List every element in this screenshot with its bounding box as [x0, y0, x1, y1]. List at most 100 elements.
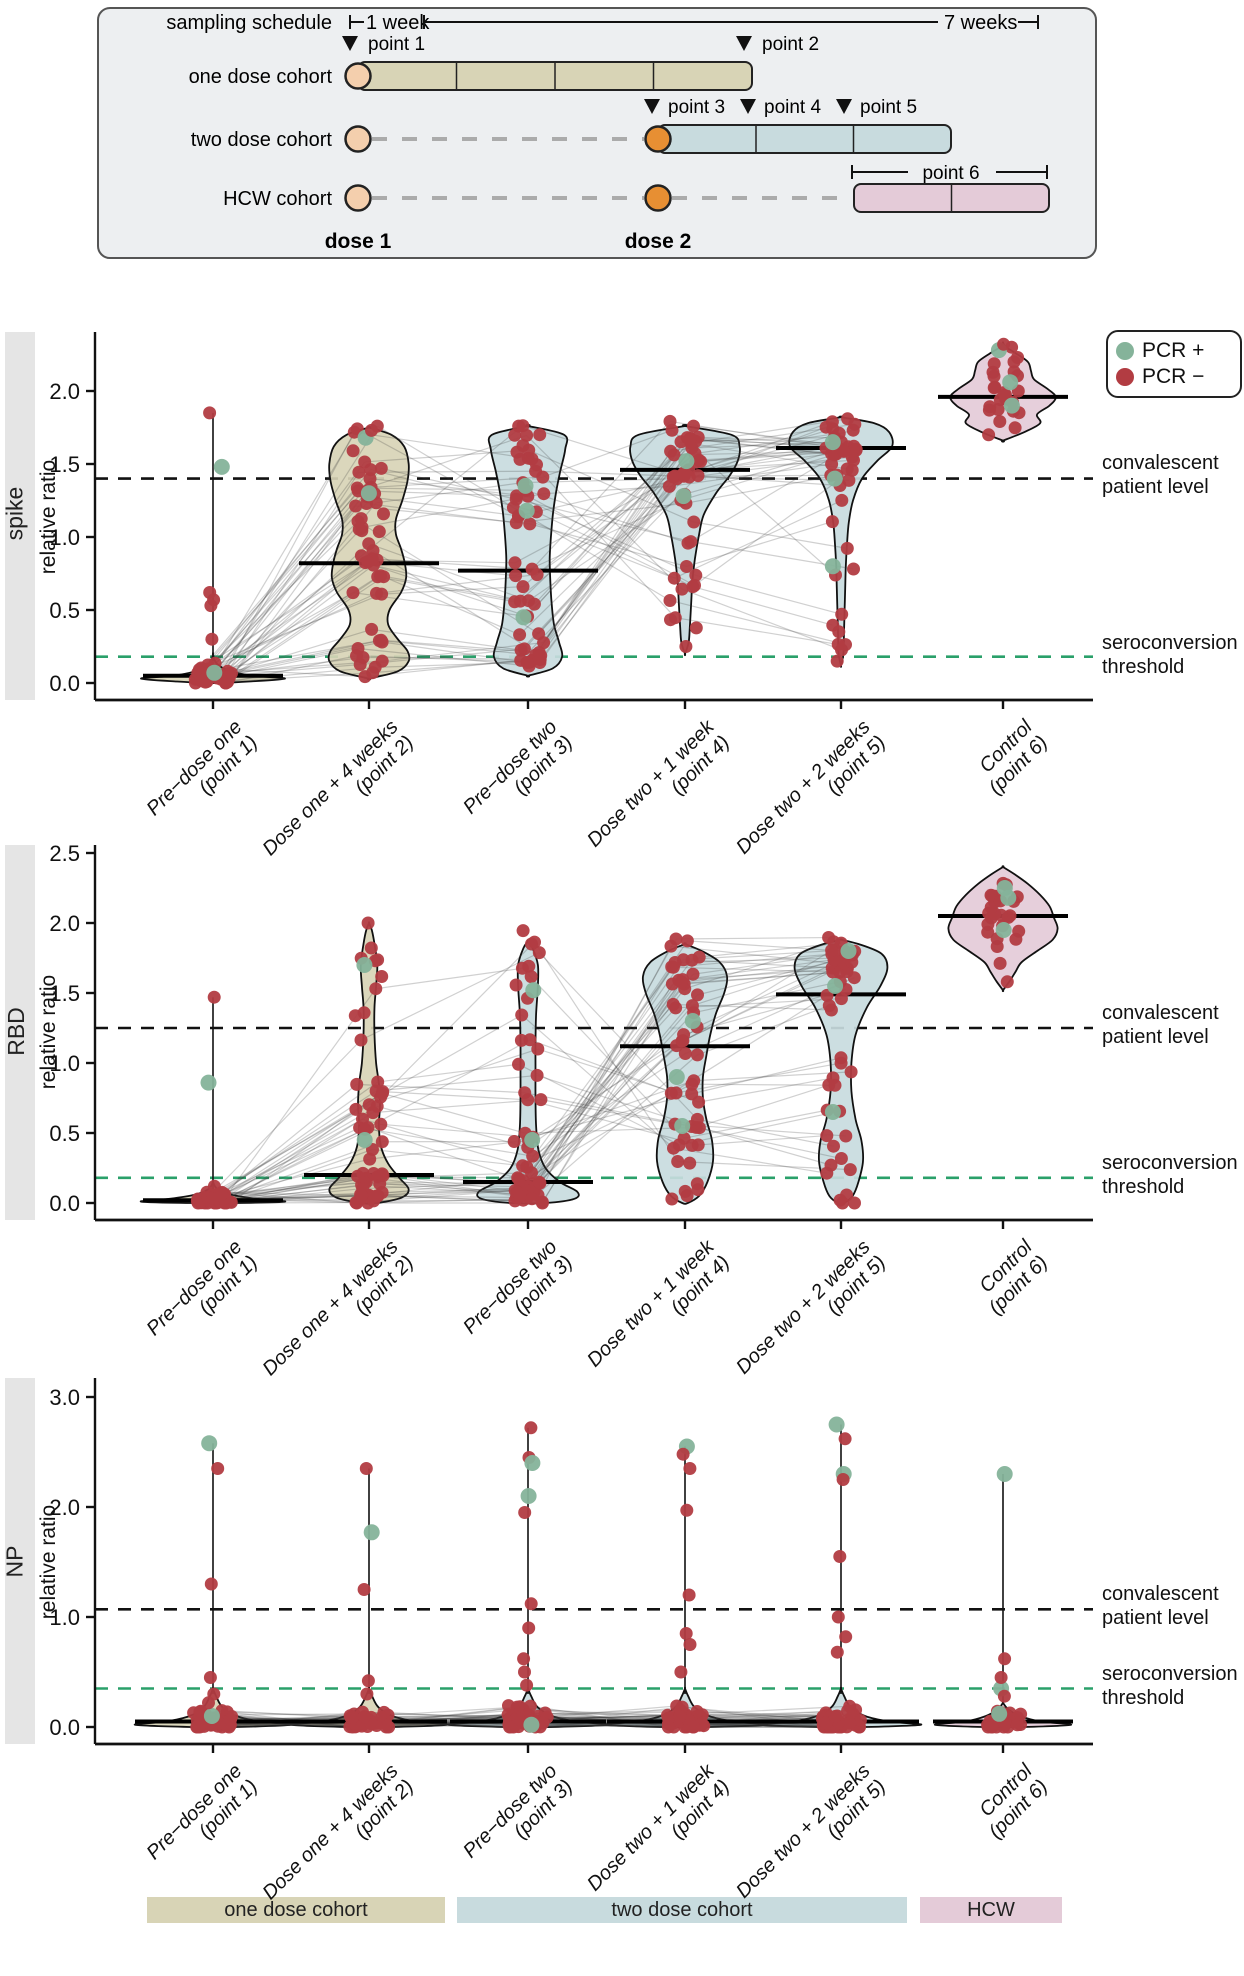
point4-label: point 4 — [764, 97, 821, 118]
data-point-pcr-positive — [516, 609, 532, 625]
data-point-pcr-negative — [676, 583, 689, 596]
data-point-pcr-negative — [355, 549, 368, 562]
data-point-pcr-positive — [204, 1708, 220, 1724]
data-point-pcr-negative — [517, 1652, 530, 1665]
data-point-pcr-negative — [532, 627, 545, 640]
data-point-pcr-negative — [687, 1721, 700, 1734]
spike-violin-plot: 0.00.51.01.52.0 — [0, 325, 1244, 715]
data-point-pcr-negative — [841, 542, 854, 555]
data-point-pcr-negative — [831, 655, 844, 668]
spike-seroconversion-annotation: seroconversion threshold — [1102, 632, 1244, 679]
data-point-pcr-negative — [687, 1074, 700, 1087]
row-label-hcw: HCW cohort — [223, 188, 332, 210]
data-point-pcr-positive — [356, 957, 372, 973]
data-point-pcr-negative — [362, 537, 375, 550]
week7-label: 7 weeks — [944, 12, 1017, 34]
data-point-pcr-positive — [1004, 398, 1020, 414]
data-point-pcr-negative — [679, 640, 692, 653]
data-point-pcr-positive — [996, 922, 1012, 938]
data-point-pcr-negative — [206, 1192, 219, 1205]
data-point-pcr-negative — [843, 1700, 856, 1713]
dose2-label: dose 2 — [625, 230, 692, 253]
data-point-pcr-negative — [692, 1096, 705, 1109]
data-point-pcr-negative — [844, 1163, 857, 1176]
data-point-pcr-negative — [371, 1189, 384, 1202]
data-point-pcr-negative — [826, 415, 839, 428]
data-point-pcr-negative — [370, 587, 383, 600]
data-point-pcr-negative — [825, 944, 838, 957]
data-point-pcr-negative — [662, 1712, 675, 1725]
data-point-pcr-negative — [686, 580, 699, 593]
data-point-pcr-negative — [673, 1710, 686, 1723]
data-point-pcr-negative — [691, 1113, 704, 1126]
data-point-pcr-negative — [693, 951, 706, 964]
dose2-marker-row3 — [646, 186, 671, 211]
data-point-pcr-negative — [680, 1504, 693, 1517]
week1-label: 1 week — [366, 12, 430, 34]
data-point-pcr-negative — [520, 1679, 533, 1692]
data-point-pcr-negative — [832, 638, 845, 651]
data-point-pcr-negative — [364, 463, 377, 476]
data-point-pcr-negative — [837, 1473, 850, 1486]
data-point-pcr-positive — [525, 982, 541, 998]
cohort-bar-two-dose: two dose cohort — [457, 1897, 907, 1923]
point3-label: point 3 — [668, 97, 725, 118]
data-point-pcr-negative — [677, 953, 690, 966]
data-point-pcr-negative — [988, 381, 1001, 394]
data-point-pcr-negative — [205, 633, 218, 646]
data-point-pcr-positive — [827, 471, 843, 487]
data-point-pcr-negative — [683, 1157, 696, 1170]
data-point-pcr-negative — [829, 1710, 842, 1723]
data-point-pcr-positive — [524, 1455, 540, 1471]
data-point-pcr-negative — [365, 424, 378, 437]
y-tick-label: 1.0 — [49, 1051, 80, 1076]
data-point-pcr-negative — [382, 1721, 395, 1734]
data-point-pcr-negative — [510, 979, 523, 992]
data-point-pcr-negative — [832, 625, 845, 638]
data-point-pcr-negative — [362, 1674, 375, 1687]
data-point-pcr-negative — [524, 1700, 537, 1713]
np-violin-plot: 0.01.02.03.0 — [0, 1370, 1244, 1756]
data-point-pcr-negative — [350, 1078, 363, 1091]
sampling-schedule-diagram: sampling schedule 1 week 7 weeks one dos… — [0, 0, 1244, 280]
data-point-pcr-negative — [371, 1076, 384, 1089]
data-point-pcr-positive — [206, 665, 222, 681]
data-point-pcr-negative — [502, 1699, 515, 1712]
data-point-pcr-negative — [528, 598, 541, 611]
data-point-pcr-negative — [839, 1630, 852, 1643]
data-point-pcr-negative — [676, 973, 689, 986]
data-point-pcr-negative — [841, 412, 854, 425]
row-label-one-dose: one dose cohort — [189, 66, 333, 88]
np-convalescent-annotation: convalescent patient level — [1102, 1583, 1244, 1630]
data-point-pcr-positive — [674, 1118, 690, 1134]
data-point-pcr-negative — [665, 1193, 678, 1206]
data-point-pcr-negative — [998, 1690, 1011, 1703]
data-point-pcr-negative — [687, 420, 700, 433]
data-point-pcr-negative — [997, 338, 1010, 351]
points-layer — [191, 877, 1025, 1210]
data-point-pcr-negative — [525, 938, 538, 951]
data-point-pcr-negative — [515, 1009, 528, 1022]
data-point-pcr-negative — [1011, 351, 1024, 364]
data-point-pcr-negative — [845, 1065, 858, 1078]
data-point-pcr-negative — [983, 404, 996, 417]
data-point-pcr-negative — [686, 1139, 699, 1152]
y-tick-label: 1.5 — [49, 452, 80, 477]
data-point-pcr-negative — [509, 556, 522, 569]
dose1-marker-row2 — [346, 127, 371, 152]
data-point-pcr-negative — [668, 572, 681, 585]
data-point-pcr-positive — [997, 1466, 1013, 1482]
data-point-pcr-negative — [835, 1057, 848, 1070]
data-point-pcr-negative — [347, 444, 360, 457]
data-point-pcr-negative — [534, 649, 547, 662]
data-point-pcr-negative — [671, 1155, 684, 1168]
data-point-pcr-positive — [214, 459, 230, 475]
data-point-pcr-negative — [846, 464, 859, 477]
data-point-pcr-positive — [841, 943, 857, 959]
data-point-pcr-negative — [847, 424, 860, 437]
data-point-pcr-negative — [666, 424, 679, 437]
data-point-pcr-negative — [835, 494, 848, 507]
data-point-pcr-positive — [523, 1717, 539, 1733]
data-point-pcr-negative — [517, 924, 530, 937]
data-point-pcr-negative — [988, 357, 1001, 370]
